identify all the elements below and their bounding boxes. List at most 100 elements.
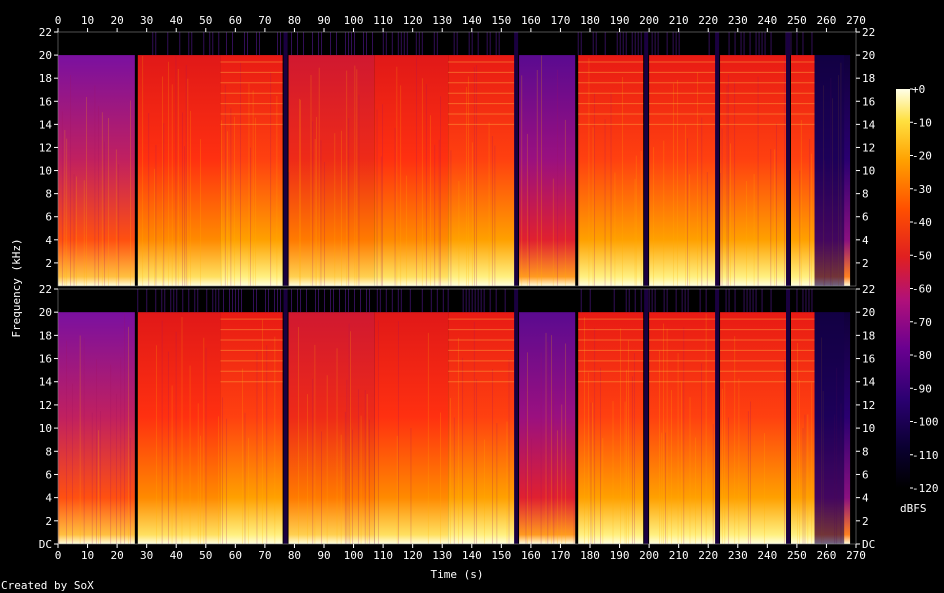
x-tick-label: 240 (757, 14, 777, 27)
colorbar-tick-label: -20 (912, 150, 932, 163)
x-tick-label: 0 (55, 14, 62, 27)
x-tick-label: 170 (551, 549, 571, 562)
x-tick-label: 170 (551, 14, 571, 27)
y-tick-label: 22 (39, 283, 52, 296)
x-tick-label: 70 (258, 549, 271, 562)
y-tick-label: 6 (862, 468, 869, 481)
y-axis-label: Frequency (kHz) (10, 238, 23, 337)
y-tick-label: 8 (45, 188, 52, 201)
colorbar-tick-label: +0 (912, 83, 925, 96)
y-tick-label: 4 (45, 234, 52, 247)
spectral-segment (58, 55, 135, 286)
x-tick-label: 70 (258, 14, 271, 27)
y-tick-label: 2 (862, 257, 869, 270)
x-tick-label: 270 (846, 549, 866, 562)
y-tick-label: 10 (39, 422, 52, 435)
x-tick-label: 140 (462, 549, 482, 562)
y-tick-label: 10 (862, 422, 875, 435)
colorbar: +0 -10 -20 -30 -40 -50 -60 -70 -80 -90 -100 -110 -12… (896, 83, 939, 495)
spectral-segment (720, 55, 789, 286)
y-tick-label: 8 (862, 188, 869, 201)
x-tick-label: 270 (846, 14, 866, 27)
y-tick-label: 10 (862, 165, 875, 178)
y-tick-label: 8 (45, 445, 52, 458)
spectral-segment (790, 55, 815, 286)
x-tick-label: 210 (669, 14, 689, 27)
x-tick-label: 230 (728, 14, 748, 27)
y-tick-label: 14 (39, 118, 53, 131)
x-tick-label: 30 (140, 14, 153, 27)
y-tick-label: 12 (39, 141, 52, 154)
spectral-segment (720, 312, 789, 544)
x-tick-label: 60 (229, 14, 242, 27)
silence-gap (283, 32, 288, 286)
silence-gap (514, 289, 519, 544)
x-tick-label: 80 (288, 14, 301, 27)
x-tick-label: 220 (698, 549, 718, 562)
y-tick-label: 12 (862, 399, 875, 412)
y-tick-label: 6 (45, 211, 52, 224)
x-tick-label: 80 (288, 549, 301, 562)
x-tick-label: 20 (110, 549, 123, 562)
silence-gap (786, 289, 791, 544)
x-tick-label: 260 (817, 549, 837, 562)
y-tick-label: 6 (45, 468, 52, 481)
colorbar-tick-label: -60 (912, 283, 932, 296)
x-tick-label: 240 (757, 549, 777, 562)
spectral-segment (519, 312, 576, 544)
x-tick-label: 160 (521, 14, 541, 27)
y-tick-label: 10 (39, 165, 52, 178)
y-tick-label: 4 (862, 492, 869, 505)
x-tick-label: 130 (432, 14, 452, 27)
colorbar-tick-label: -80 (912, 349, 932, 362)
x-tick-label: 110 (373, 14, 393, 27)
y-tick-label: 20 (862, 49, 875, 62)
spectral-segment (578, 55, 644, 286)
y-tick-label: 16 (862, 95, 875, 108)
spectral-segment (448, 312, 517, 544)
spectral-segment (448, 55, 517, 286)
credit-text: Created by SoX (1, 579, 94, 592)
spectral-segment (578, 312, 644, 544)
y-tick-label: 8 (862, 445, 869, 458)
x-tick-label: 160 (521, 549, 541, 562)
spectral-segment (137, 55, 221, 286)
silence-gap (786, 32, 791, 286)
y-tick-label: 2 (862, 515, 869, 528)
colorbar-tick-label: -120 (912, 482, 939, 495)
silence-gap (715, 289, 720, 544)
x-tick-label: 230 (728, 549, 748, 562)
y-tick-label: 6 (862, 211, 869, 224)
y-tick-label: 20 (862, 306, 875, 319)
spectral-segment (288, 55, 375, 286)
x-tick-label: 260 (817, 14, 837, 27)
colorbar-tick-label: -30 (912, 183, 932, 196)
y-tick-label: 14 (39, 376, 53, 389)
spectral-segment (220, 312, 283, 544)
colorbar-tick-label: -90 (912, 382, 932, 395)
silence-gap (644, 289, 649, 544)
colorbar-label: dBFS (900, 502, 927, 515)
spectral-segment (519, 55, 576, 286)
x-tick-label: 10 (81, 549, 94, 562)
colorbar-gradient (896, 89, 910, 488)
silence-gap (644, 32, 649, 286)
x-tick-label: 50 (199, 549, 212, 562)
y-tick-label: 20 (39, 306, 52, 319)
colorbar-tick-label: -70 (912, 316, 932, 329)
x-tick-label: 100 (344, 549, 364, 562)
y-tick-label: 22 (39, 26, 52, 39)
spectral-segment (649, 312, 718, 544)
x-tick-label: 190 (610, 549, 630, 562)
spectrogram-panels (58, 32, 856, 544)
x-tick-label: 90 (317, 549, 330, 562)
spectral-segment (58, 312, 135, 544)
tail-noise (814, 55, 845, 286)
x-tick-label: 150 (491, 549, 511, 562)
y-tick-label: 18 (862, 329, 875, 342)
x-tick-label: 130 (432, 549, 452, 562)
colorbar-tick-label: -10 (912, 116, 932, 129)
colorbar-tick-label: -50 (912, 249, 932, 262)
x-tick-label: 220 (698, 14, 718, 27)
y-tick-label: 22 (862, 26, 875, 39)
